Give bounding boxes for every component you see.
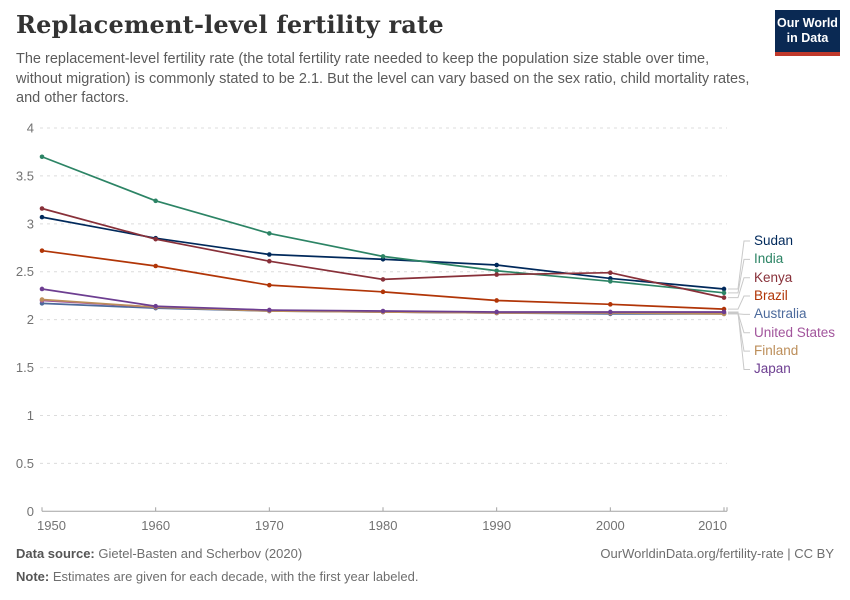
page-title: Replacement-level fertility rate (16, 10, 444, 39)
data-point-japan[interactable] (608, 309, 613, 315)
data-point-india[interactable] (380, 254, 386, 259)
data-point-japan[interactable] (267, 307, 272, 313)
data-point-india[interactable] (608, 279, 613, 284)
y-tick-label: 3 (27, 216, 34, 231)
legend-item-united-states[interactable]: United States (754, 324, 836, 340)
owid-logo[interactable]: Our World in Data (775, 10, 840, 56)
data-point-sudan[interactable] (494, 262, 499, 268)
data-point-japan[interactable] (153, 303, 158, 309)
data-point-india[interactable] (39, 154, 45, 160)
y-tick-label: 2 (27, 312, 34, 327)
data-point-india[interactable] (267, 231, 272, 236)
data-point-brazil[interactable] (267, 282, 272, 288)
y-tick-label: 1.5 (16, 360, 34, 375)
series-line-india[interactable] (41, 155, 725, 294)
y-tick-label: 1 (27, 408, 34, 423)
owid-logo-line1: Our World (777, 16, 838, 30)
x-tick-label: 1960 (141, 518, 170, 533)
x-tick-label: 1980 (369, 518, 398, 533)
x-tick-label: 1950 (37, 518, 66, 533)
legend-item-brazil[interactable]: Brazil (754, 288, 788, 304)
data-point-japan[interactable] (721, 309, 727, 315)
data-point-japan[interactable] (380, 308, 386, 314)
x-tick-label: 1970 (255, 518, 284, 533)
legend-item-japan[interactable]: Japan (754, 361, 791, 377)
legend-item-australia[interactable]: Australia (754, 306, 807, 322)
data-point-brazil[interactable] (39, 248, 45, 253)
owid-logo-box: Our World in Data (775, 10, 840, 52)
legend-connector-sudan (728, 240, 750, 290)
data-point-sudan[interactable] (39, 214, 45, 220)
data-point-kenya[interactable] (153, 236, 158, 242)
legend-connector-finland (728, 313, 750, 352)
legend-connector-japan (728, 311, 750, 370)
data-point-brazil[interactable] (608, 302, 613, 307)
x-tick-label: 2000 (596, 518, 625, 533)
note-line: Note: Estimates are given for each decad… (16, 569, 418, 584)
license-link[interactable]: OurWorldinData.org/fertility-rate | CC B… (600, 546, 834, 561)
data-point-brazil[interactable] (380, 289, 386, 295)
data-point-kenya[interactable] (380, 277, 386, 282)
data-point-india[interactable] (153, 198, 158, 204)
note-label: Note: (16, 569, 50, 584)
page-subtitle: The replacement-level fertility rate (th… (16, 51, 750, 106)
owid-logo-stripe (775, 52, 840, 56)
data-point-sudan[interactable] (267, 252, 272, 257)
data-point-kenya[interactable] (39, 206, 45, 211)
legend-connector-kenya (728, 277, 750, 299)
legend-item-finland[interactable]: Finland (754, 343, 799, 359)
data-source-text: Gietel-Basten and Scherbov (2020) (98, 546, 303, 561)
legend-item-sudan[interactable]: Sudan (754, 233, 794, 248)
data-point-india[interactable] (721, 290, 727, 296)
legend-connector-india (728, 258, 750, 294)
data-point-japan[interactable] (494, 309, 499, 315)
data-point-kenya[interactable] (267, 258, 272, 264)
y-tick-label: 4 (27, 121, 34, 136)
data-point-finland[interactable] (39, 297, 45, 302)
y-tick-label: 0 (27, 504, 34, 519)
legend-item-kenya[interactable]: Kenya (754, 269, 793, 285)
owid-logo-line2: in Data (786, 31, 829, 45)
chart-footer: Data source: Gietel-Basten and Scherbov … (16, 546, 834, 584)
data-source-label: Data source: (16, 546, 95, 561)
x-tick-label: 2010 (698, 518, 727, 533)
data-point-india[interactable] (494, 268, 499, 274)
x-tick-label: 1990 (482, 518, 511, 533)
legend-item-india[interactable]: India (754, 251, 784, 267)
data-point-brazil[interactable] (494, 298, 499, 303)
data-point-brazil[interactable] (153, 263, 158, 269)
legend-connector-united-states (728, 312, 750, 334)
data-point-kenya[interactable] (494, 272, 499, 277)
y-tick-label: 2.5 (16, 264, 34, 279)
note-text: Estimates are given for each decade, wit… (52, 569, 419, 584)
data-point-sudan[interactable] (721, 286, 727, 292)
data-point-kenya[interactable] (608, 270, 613, 275)
data-point-japan[interactable] (39, 286, 45, 292)
legend-connector-brazil (728, 295, 750, 310)
y-tick-label: 3.5 (16, 168, 34, 183)
y-tick-label: 0.5 (16, 456, 34, 471)
data-source-line: Data source: Gietel-Basten and Scherbov … (16, 546, 302, 561)
data-point-kenya[interactable] (721, 295, 727, 300)
series-line-kenya[interactable] (41, 207, 725, 299)
